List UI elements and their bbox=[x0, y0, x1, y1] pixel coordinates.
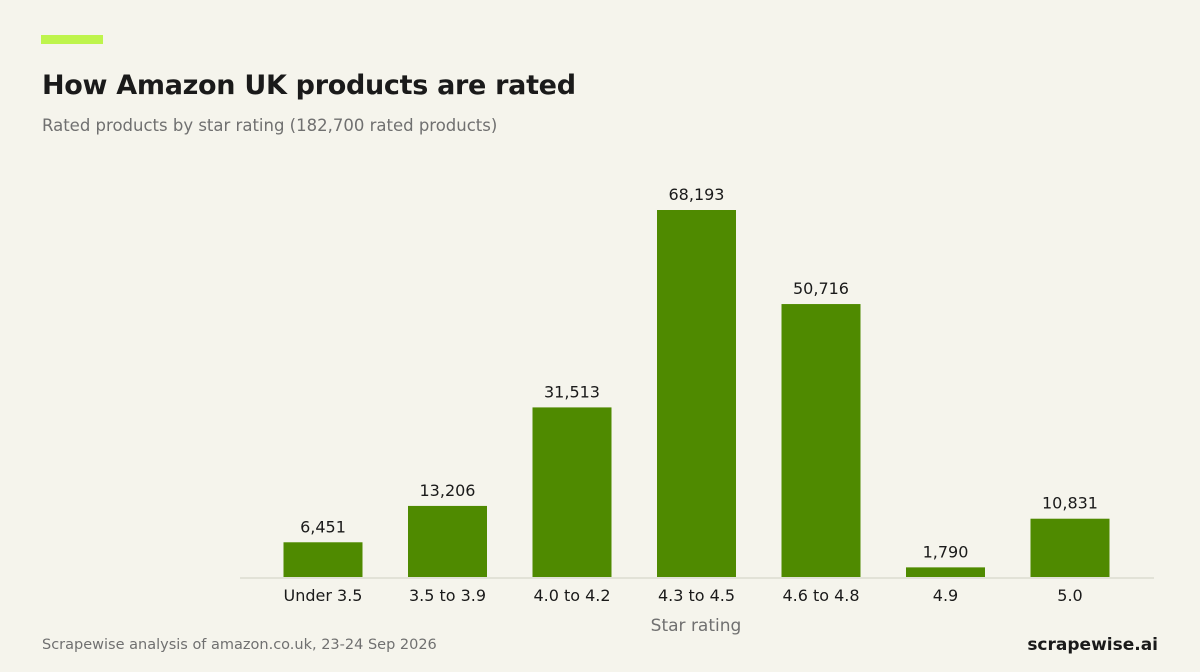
bar bbox=[906, 567, 985, 577]
category-tick-label: 4.9 bbox=[933, 586, 958, 605]
category-tick-label: Under 3.5 bbox=[284, 586, 363, 605]
category-tick-label: 4.0 to 4.2 bbox=[533, 586, 610, 605]
bar bbox=[408, 505, 487, 577]
bar-value-label: 68,193 bbox=[669, 185, 725, 204]
bar-value-label: 6,451 bbox=[300, 517, 346, 536]
bar-value-label: 13,206 bbox=[420, 481, 476, 500]
accent-bar bbox=[41, 35, 103, 44]
footer-brand: scrapewise.ai bbox=[1027, 635, 1158, 655]
bar bbox=[657, 210, 736, 577]
category-tick-label: 3.5 to 3.9 bbox=[409, 586, 486, 605]
bar bbox=[781, 304, 861, 577]
bars: 6,451 Under 3.5 13,206 3.5 to 3.9 31,513 4.0 … bbox=[283, 185, 1110, 605]
bar bbox=[283, 542, 363, 577]
category-tick-label: 4.3 to 4.5 bbox=[658, 586, 735, 605]
bar bbox=[1030, 518, 1110, 577]
chart-title: How Amazon UK products are rated bbox=[42, 70, 576, 101]
category-tick-label: 4.6 to 4.8 bbox=[782, 586, 859, 605]
category-tick-label: 5.0 bbox=[1057, 586, 1082, 605]
bar-value-label: 10,831 bbox=[1042, 494, 1098, 513]
bar-value-label: 1,790 bbox=[923, 542, 969, 561]
bar-value-label: 31,513 bbox=[544, 382, 600, 401]
bar bbox=[532, 407, 612, 577]
chart-subtitle: Rated products by star rating (182,700 r… bbox=[42, 116, 498, 135]
footer-source: Scrapewise analysis of amazon.co.uk, 23-… bbox=[42, 637, 437, 653]
bar-value-label: 50,716 bbox=[793, 279, 849, 298]
x-axis-label: Star rating bbox=[651, 616, 742, 636]
